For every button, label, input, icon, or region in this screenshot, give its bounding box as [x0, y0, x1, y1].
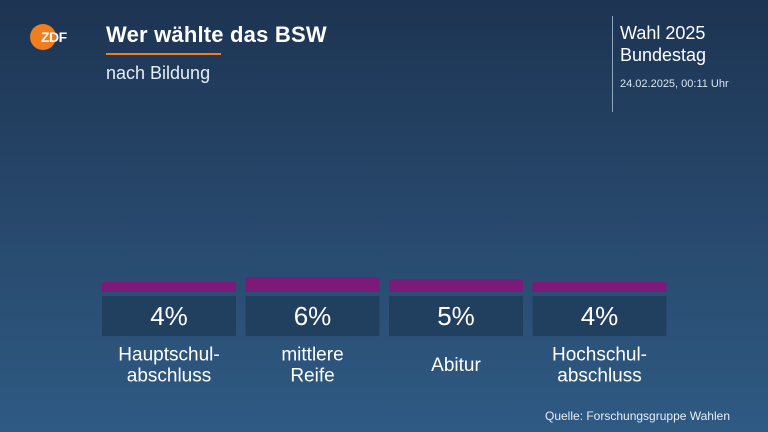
zdf-logo-text: ZDF — [41, 29, 68, 45]
category-label: Hochschul- — [552, 345, 647, 366]
election-body: Bundestag — [620, 45, 707, 65]
category-label: Reife — [290, 366, 334, 387]
value-box — [245, 296, 380, 336]
value-box — [102, 296, 236, 336]
header-divider — [612, 16, 613, 112]
bar — [532, 282, 667, 292]
data-label: 4% — [581, 301, 619, 331]
value-box — [389, 296, 523, 336]
bar — [245, 277, 380, 292]
bar — [102, 282, 236, 292]
bar — [389, 279, 523, 292]
chart-title: Wer wählte das BSW — [106, 22, 327, 47]
category-label: abschluss — [127, 366, 212, 387]
title-underline — [106, 53, 221, 55]
data-label: 5% — [437, 301, 475, 331]
data-label: 6% — [294, 301, 332, 331]
category-label: abschluss — [557, 366, 642, 387]
data-label: 4% — [150, 301, 188, 331]
timestamp: 24.02.2025, 00:11 Uhr — [620, 78, 729, 90]
chart-subtitle: nach Bildung — [106, 63, 211, 83]
category-label: Abitur — [431, 355, 481, 376]
category-label: Hauptschul- — [118, 345, 219, 366]
zdf-logo: ZDF — [30, 24, 68, 50]
election-name: Wahl 2025 — [620, 23, 706, 43]
source-note: Quelle: Forschungsgruppe Wahlen — [545, 409, 730, 423]
value-box — [532, 296, 667, 336]
category-label: mittlere — [281, 345, 343, 366]
election-info: Wahl 2025 Bundestag — [620, 22, 706, 66]
